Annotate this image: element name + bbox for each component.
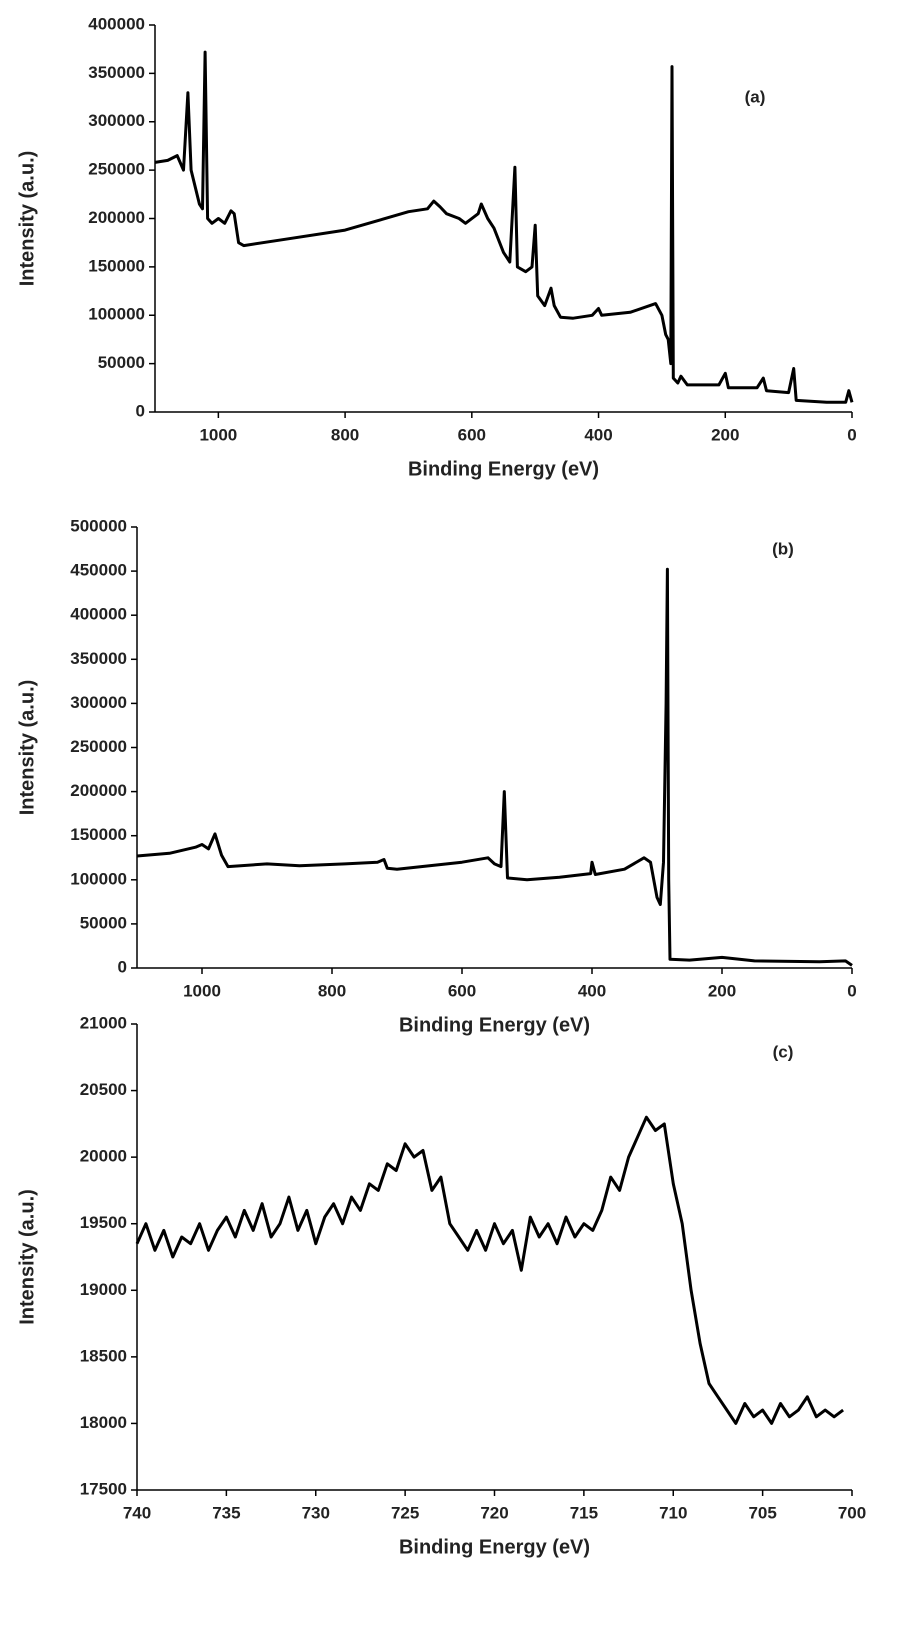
y-tick-label: 21000 [80,1013,127,1032]
x-tick-label: 700 [838,1503,866,1522]
x-axis-label: Binding Energy (eV) [399,1536,590,1558]
y-tick-label: 50000 [98,353,145,372]
x-tick-label: 600 [448,981,476,1000]
y-tick-label: 18500 [80,1346,127,1365]
annotation: (b) [772,539,794,558]
y-tick-label: 300000 [88,111,145,130]
x-axis-label: Binding Energy (eV) [399,1014,590,1036]
x-axis-label: Binding Energy (eV) [408,458,599,480]
y-tick-label: 150000 [70,825,127,844]
x-tick-label: 1000 [183,981,221,1000]
y-tick-label: 300000 [70,693,127,712]
y-tick-label: 0 [136,401,145,420]
y-tick-label: 200000 [70,781,127,800]
x-tick-label: 200 [711,425,739,444]
x-tick-label: 735 [212,1503,240,1522]
series-line [154,50,854,404]
y-tick-label: 100000 [70,869,127,888]
y-tick-label: 50000 [80,913,127,932]
x-tick-label: 730 [302,1503,330,1522]
y-axis-label: Intensity (a.u.) [16,151,38,287]
x-tick-label: 0 [847,981,856,1000]
y-tick-label: 0 [118,957,127,976]
y-tick-label: 350000 [70,649,127,668]
y-axis-label: Intensity (a.u.) [16,1189,38,1325]
series-line [135,1115,844,1425]
y-tick-label: 250000 [70,737,127,756]
x-tick-label: 400 [578,981,606,1000]
y-tick-label: 450000 [70,561,127,580]
y-tick-label: 200000 [88,208,145,227]
y-tick-label: 400000 [70,605,127,624]
x-tick-label: 600 [458,425,486,444]
x-tick-label: 705 [748,1503,776,1522]
annotation: (a) [745,87,766,106]
y-tick-label: 500000 [70,516,127,535]
series-line [136,567,853,967]
y-tick-label: 20000 [80,1147,127,1166]
x-tick-label: 720 [480,1503,508,1522]
y-tick-label: 400000 [88,14,145,33]
y-tick-label: 100000 [88,305,145,324]
y-tick-label: 17500 [80,1479,127,1498]
y-axis-label: Intensity (a.u.) [16,680,38,816]
y-tick-label: 19000 [80,1280,127,1299]
x-tick-label: 715 [570,1503,598,1522]
y-tick-label: 350000 [88,63,145,82]
x-tick-label: 200 [708,981,736,1000]
x-tick-label: 740 [123,1503,151,1522]
y-tick-label: 18000 [80,1413,127,1432]
x-tick-label: 800 [318,981,346,1000]
x-tick-label: 0 [847,425,856,444]
y-tick-label: 150000 [88,256,145,275]
x-tick-label: 800 [331,425,359,444]
x-tick-label: 1000 [199,425,237,444]
y-tick-label: 250000 [88,160,145,179]
annotation: (c) [773,1042,794,1061]
x-tick-label: 400 [584,425,612,444]
x-tick-label: 725 [391,1503,419,1522]
y-tick-label: 20500 [80,1080,127,1099]
x-tick-label: 710 [659,1503,687,1522]
y-tick-label: 19500 [80,1213,127,1232]
